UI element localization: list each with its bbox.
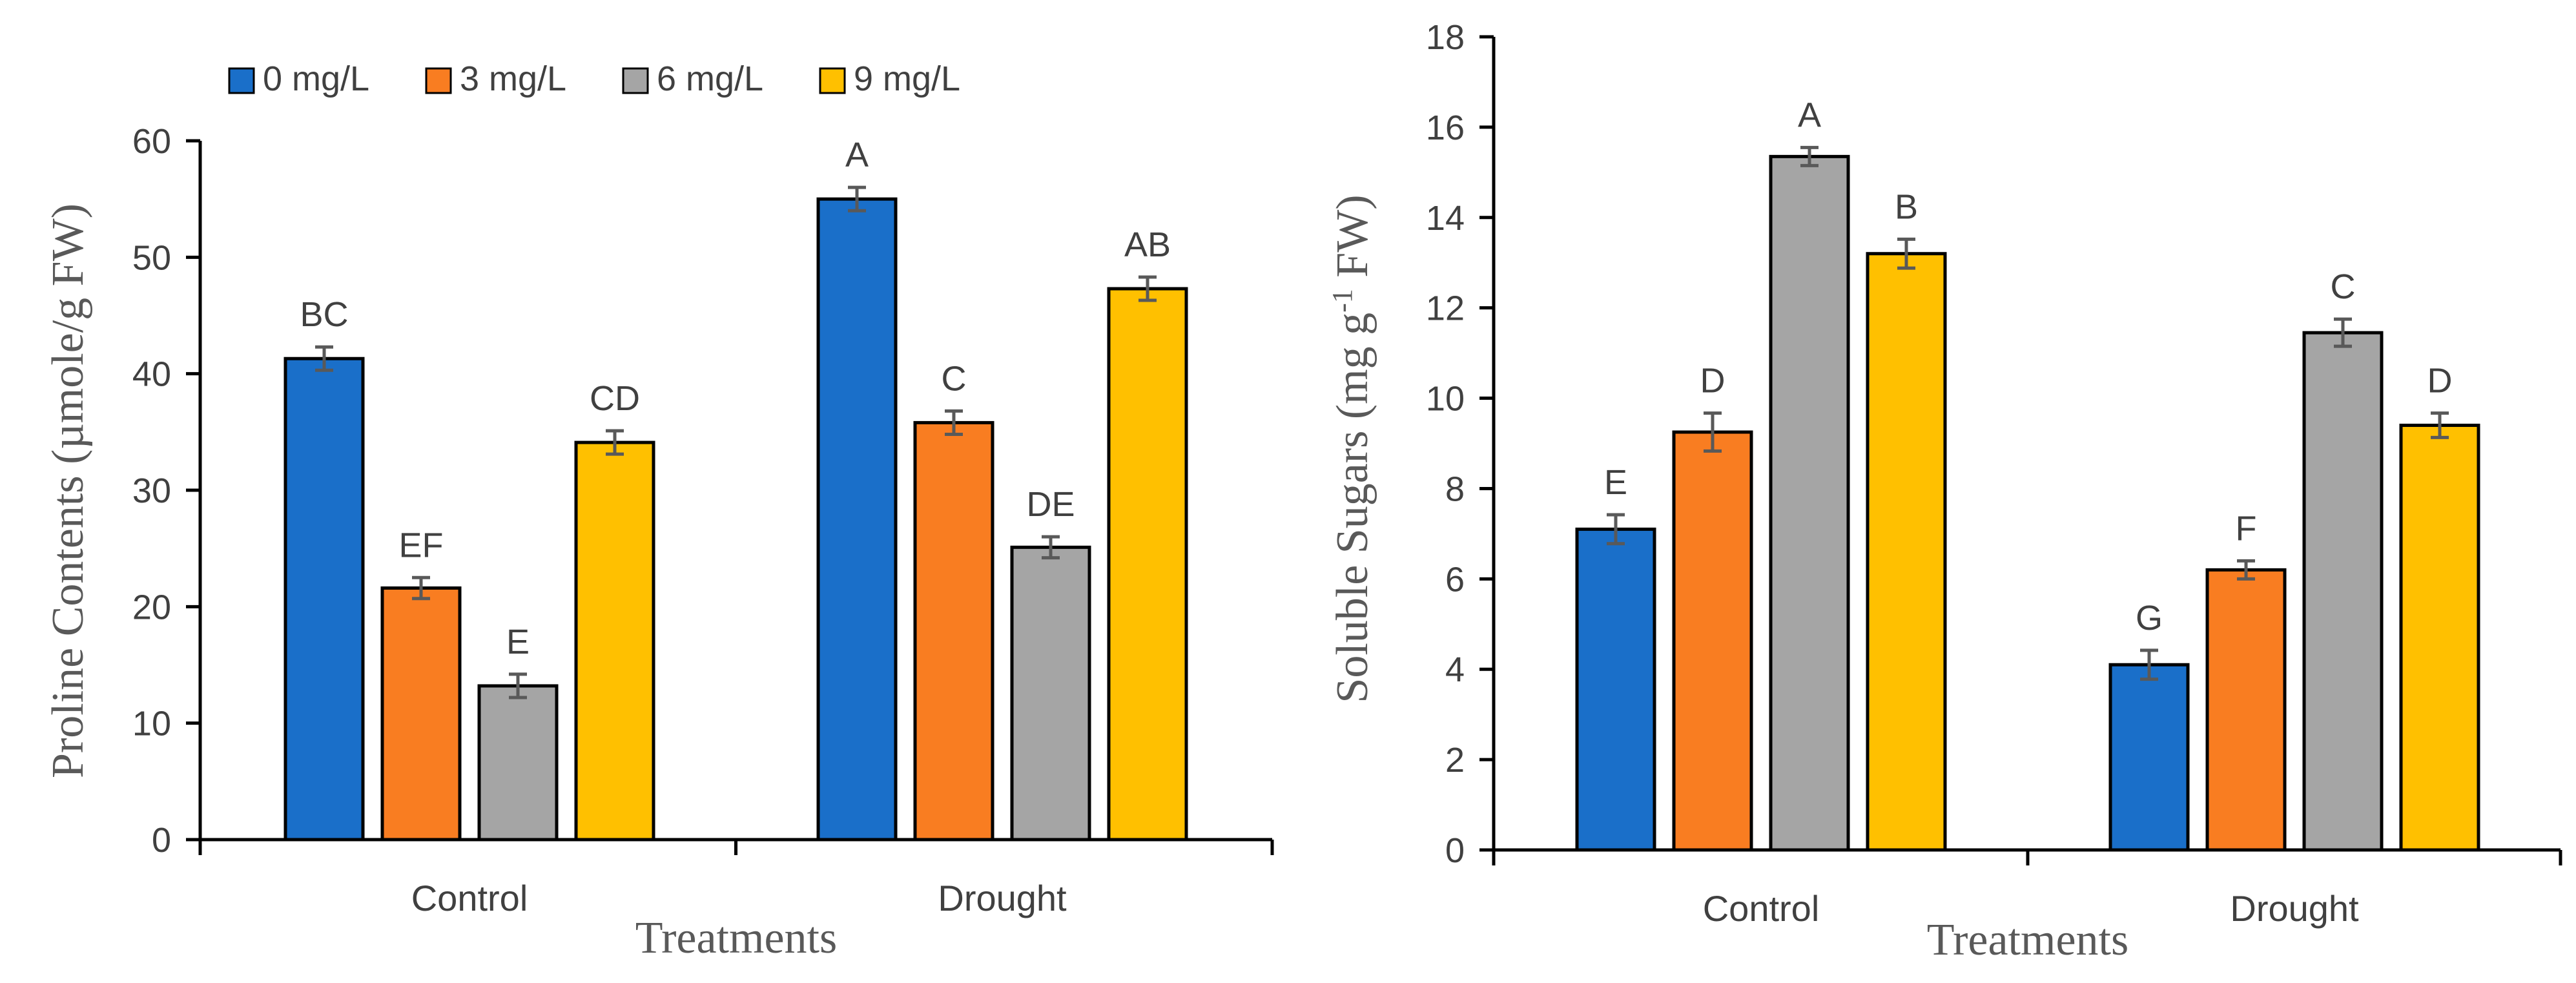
bar (574, 440, 655, 842)
y-tick-label: 2 (1445, 741, 1465, 780)
significance-label: A (845, 136, 869, 174)
legend-item: 6 mg/L (622, 59, 763, 98)
bar (1769, 154, 1850, 852)
bar (2205, 568, 2287, 852)
y-tick-label: 10 (132, 705, 171, 743)
bar (380, 586, 462, 842)
significance-label: E (506, 623, 530, 661)
y-tick-label: 8 (1445, 470, 1465, 508)
legend: 0 mg/L 3 mg/L 6 mg/L 9 mg/L (228, 59, 960, 98)
legend-label: 0 mg/L (263, 59, 369, 98)
significance-label: G (2136, 599, 2163, 637)
soluble-sugars-chart: 0 2 4 6 8 10 12 14 16 18 Control Drought E G D F A C B D Tre… (1326, 18, 2562, 965)
category-label: Drought (2230, 888, 2359, 929)
bar (2302, 331, 2384, 852)
y-tick-label: 50 (132, 238, 171, 277)
bar (2399, 424, 2480, 852)
bar (913, 420, 994, 842)
legend-item: 0 mg/L (228, 59, 369, 98)
bar (1672, 430, 1753, 852)
x-axis-title: Treatments (1927, 915, 2128, 965)
bar (1866, 252, 1947, 852)
y-axis-title: Proline Contents (µmole/g FW) (43, 203, 93, 778)
significance-label: D (2427, 362, 2453, 400)
y-tick-label: 16 (1426, 109, 1465, 147)
legend-item: 3 mg/L (425, 59, 566, 98)
legend-label: 6 mg/L (657, 59, 763, 98)
bar (283, 357, 365, 842)
y-tick-label: 6 (1445, 560, 1465, 599)
proline-chart: 0 10 20 30 40 50 60 Control Drought BC A EF C E DE CD AB… (43, 122, 1274, 963)
y-tick-label: 4 (1445, 650, 1465, 689)
y-tick-label: 0 (152, 821, 171, 860)
significance-label: E (1604, 463, 1627, 502)
x-axis-title: Treatments (635, 913, 837, 963)
y-axis-title: Soluble Sugars (mg g-1 FW) (1326, 194, 1378, 703)
legend-swatch (819, 67, 846, 94)
significance-label: EF (398, 526, 443, 564)
legend-swatch (622, 67, 649, 94)
y-tick-label: 30 (132, 471, 171, 510)
significance-label: BC (300, 295, 348, 334)
significance-label: F (2236, 509, 2257, 548)
legend-swatch (425, 67, 452, 94)
category-label: Drought (938, 878, 1067, 918)
bar (816, 197, 898, 842)
bar (1010, 545, 1091, 842)
y-tick-label: 18 (1426, 18, 1465, 57)
y-tick-label: 40 (132, 355, 171, 394)
significance-label: C (2331, 267, 2356, 306)
legend-swatch (228, 67, 255, 94)
bar (1575, 527, 1656, 852)
bar (2108, 663, 2190, 852)
y-tick-label: 60 (132, 122, 171, 161)
significance-label: A (1798, 96, 1821, 134)
y-tick-label: 0 (1445, 831, 1465, 870)
significance-label: D (1700, 362, 1726, 400)
legend-label: 3 mg/L (460, 59, 566, 98)
category-label: Control (411, 878, 528, 918)
bar (477, 684, 559, 842)
significance-label: B (1895, 187, 1918, 226)
significance-label: C (942, 359, 967, 398)
legend-item: 9 mg/L (819, 59, 960, 98)
y-tick-label: 20 (132, 588, 171, 626)
y-tick-label: 10 (1426, 380, 1465, 419)
legend-label: 9 mg/L (854, 59, 960, 98)
significance-label: AB (1124, 225, 1171, 264)
significance-label: DE (1026, 485, 1075, 524)
y-tick-label: 14 (1426, 199, 1465, 238)
y-tick-label: 12 (1426, 289, 1465, 328)
bar (1107, 287, 1188, 842)
category-label: Control (1703, 888, 1820, 929)
significance-label: CD (590, 379, 640, 418)
